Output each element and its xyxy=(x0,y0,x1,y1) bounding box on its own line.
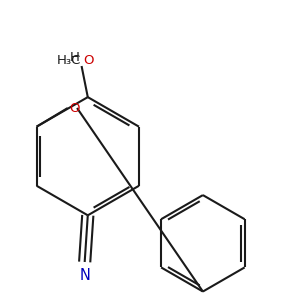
Text: O: O xyxy=(83,54,94,67)
Text: H₃C: H₃C xyxy=(57,54,82,67)
Text: N: N xyxy=(79,268,90,283)
Text: H: H xyxy=(70,52,80,64)
Text: O: O xyxy=(69,101,80,115)
